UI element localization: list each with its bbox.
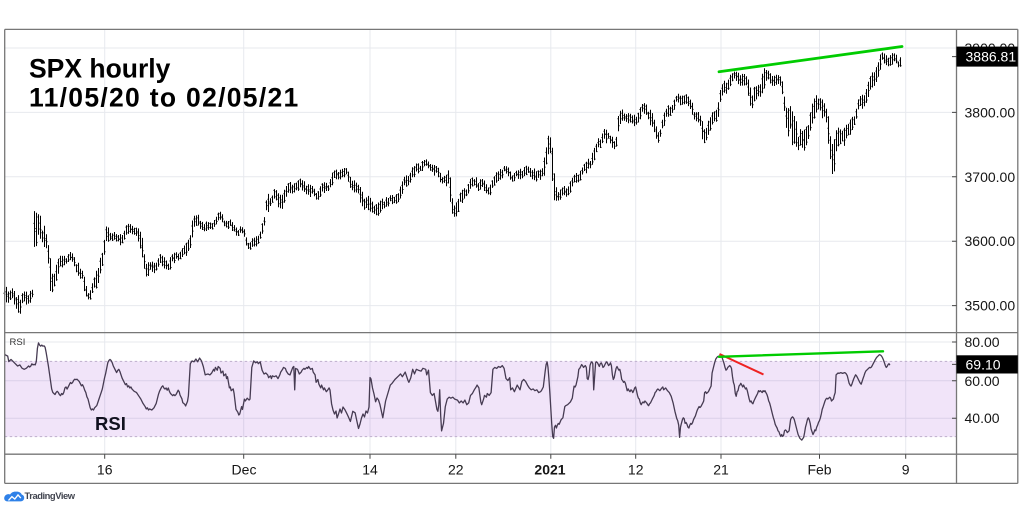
svg-text:Dec: Dec <box>232 462 257 478</box>
svg-text:12: 12 <box>628 462 644 478</box>
svg-text:69.10: 69.10 <box>966 356 1001 372</box>
svg-text:80.00: 80.00 <box>965 334 1000 350</box>
svg-text:Feb: Feb <box>807 462 831 478</box>
svg-text:3886.81: 3886.81 <box>966 49 1017 65</box>
svg-text:3600.00: 3600.00 <box>965 233 1016 249</box>
svg-text:40.00: 40.00 <box>965 410 1000 426</box>
svg-text:3800.00: 3800.00 <box>965 104 1016 120</box>
svg-text:60.00: 60.00 <box>965 373 1000 389</box>
svg-text:21: 21 <box>713 462 729 478</box>
svg-text:11/05/20 to 02/05/21: 11/05/20 to 02/05/21 <box>29 83 300 113</box>
svg-text:2021: 2021 <box>534 462 565 478</box>
svg-text:RSI: RSI <box>10 337 26 348</box>
svg-text:16: 16 <box>97 462 113 478</box>
svg-text:3500.00: 3500.00 <box>965 298 1016 314</box>
svg-text:3700.00: 3700.00 <box>965 169 1016 185</box>
svg-text:14: 14 <box>362 462 378 478</box>
svg-text:RSI: RSI <box>95 413 126 434</box>
svg-text:SPX hourly: SPX hourly <box>29 54 171 84</box>
svg-text:TradingView: TradingView <box>25 490 76 501</box>
svg-text:22: 22 <box>448 462 464 478</box>
svg-text:9: 9 <box>902 462 910 478</box>
